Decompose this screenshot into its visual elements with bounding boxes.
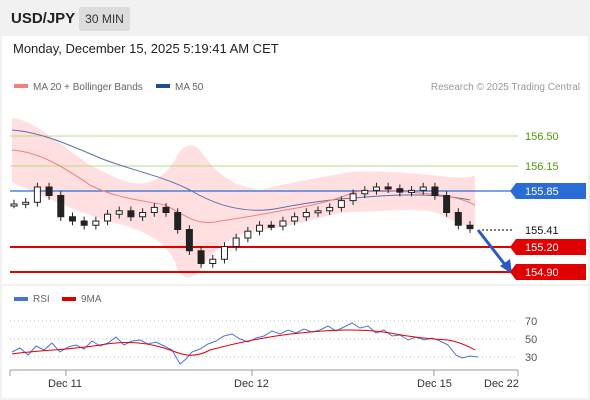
- candle-body: [302, 212, 310, 218]
- symbol-title: USD/JPY: [11, 10, 76, 27]
- candle-body: [92, 220, 100, 226]
- price-label-155-41: 155.41: [525, 225, 559, 237]
- price-tag-support-2-pointer: [510, 264, 516, 280]
- candle-body: [185, 229, 193, 252]
- candle-body: [443, 195, 451, 213]
- candle-body: [326, 206, 334, 212]
- timeframe-button[interactable]: 30 MIN: [79, 7, 130, 31]
- price-tag-pivot: [516, 183, 586, 199]
- rsi-ma-legend-label: 9MA: [81, 294, 102, 305]
- rsi-ma-legend-swatch: [62, 297, 76, 301]
- candle-body: [466, 224, 474, 230]
- rsi-ma-line: [11, 329, 476, 356]
- price-tag-pivot-pointer: [510, 183, 516, 199]
- rsi-legend-swatch: [14, 297, 28, 301]
- candle-body: [115, 210, 123, 215]
- candle-body: [45, 186, 53, 196]
- candle-body: [408, 189, 416, 193]
- candle-body: [10, 203, 18, 207]
- ma50-legend-label: MA 50: [175, 82, 204, 93]
- candle-body: [68, 216, 76, 222]
- candle-body: [267, 224, 275, 228]
- candle-body: [431, 186, 439, 196]
- ma20-legend-label: MA 20 + Bollinger Bands: [33, 82, 143, 93]
- rsi-level-30: 30: [525, 352, 537, 364]
- ma20-legend-swatch: [14, 84, 28, 88]
- ma50-line: [11, 129, 471, 211]
- rsi-level-70: 70: [525, 316, 537, 328]
- price-label-156-50: 156.50: [525, 131, 559, 143]
- candle-body: [291, 216, 299, 222]
- forecast-arrowhead: [500, 259, 512, 274]
- candle-body: [314, 210, 322, 214]
- x-axis-label-dec-12: Dec 12: [234, 378, 269, 390]
- candle-body: [80, 220, 88, 226]
- chart-datetime: Monday, December 15, 2025 5:19:41 AM CET: [13, 41, 279, 56]
- candle-body: [150, 206, 158, 213]
- forecast-arrow: [476, 229, 508, 267]
- candle-body: [384, 186, 392, 190]
- candle-body: [33, 186, 41, 203]
- candle-body: [127, 210, 135, 218]
- price-tag-support-1: [516, 239, 586, 255]
- candle-body: [220, 246, 228, 260]
- candle-body: [139, 212, 147, 218]
- candle-body: [419, 186, 427, 191]
- credit-label: Research © 2025 Trading Central: [431, 82, 580, 93]
- candle-body: [162, 206, 170, 213]
- candle-body: [372, 186, 380, 191]
- price-tag-support-2: [516, 264, 586, 280]
- candle-body: [232, 237, 240, 247]
- price-label-154-90: 154.90: [525, 267, 559, 279]
- candle-body: [454, 212, 462, 226]
- candle-body: [396, 188, 404, 193]
- candlestick-series: [10, 182, 474, 268]
- rsi-legend-label: RSI: [33, 294, 50, 305]
- candle-body: [256, 224, 264, 232]
- candle-body: [57, 195, 65, 218]
- rsi-line: [11, 322, 479, 365]
- bollinger-band: [12, 118, 475, 278]
- x-axis-label-dec-11: Dec 11: [48, 378, 82, 390]
- ma50-legend-swatch: [156, 84, 170, 88]
- price-label-156-15: 156.15: [525, 161, 559, 173]
- header-bar: USD/JPY 30 MIN: [0, 0, 590, 36]
- price-tag-last: [516, 222, 586, 238]
- candle-body: [197, 250, 205, 264]
- price-label-155-20: 155.20: [525, 242, 559, 254]
- candle-body: [174, 212, 182, 230]
- candle-body: [244, 230, 252, 239]
- price-label-155-85: 155.85: [525, 186, 559, 198]
- price-tag-support-1-pointer: [510, 239, 516, 255]
- candle-body: [22, 201, 30, 205]
- candle-body: [337, 200, 345, 208]
- rsi-level-50: 50: [525, 334, 537, 346]
- x-axis-label-dec-15: Dec 15: [417, 378, 452, 390]
- candle-body: [349, 193, 357, 202]
- candle-body: [361, 189, 369, 195]
- candle-body: [279, 220, 287, 227]
- candle-body: [104, 213, 112, 222]
- candle-body: [209, 258, 217, 264]
- x-axis-label-dec-22: Dec 22: [484, 378, 519, 390]
